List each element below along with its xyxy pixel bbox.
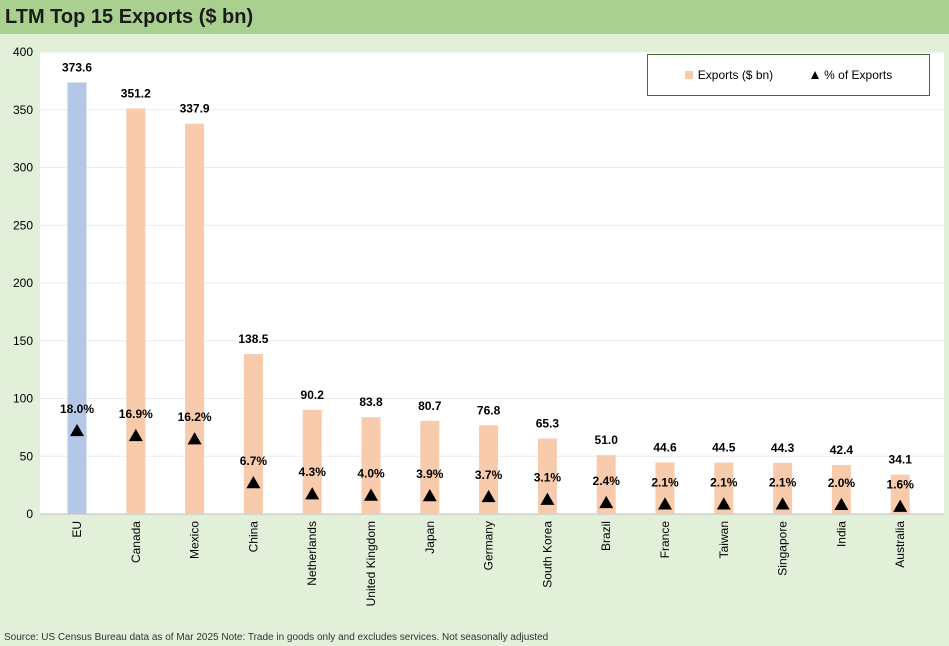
percent-marker — [481, 489, 496, 503]
bar — [420, 420, 440, 514]
percent-marker — [658, 497, 672, 510]
legend: Exports ($ bn) % of Exports — [647, 54, 930, 96]
bar-value-label: 373.6 — [62, 60, 92, 74]
y-tick-label: 50 — [20, 449, 34, 463]
percent-marker — [364, 488, 378, 501]
bar-value-label: 83.8 — [359, 395, 383, 409]
bar — [243, 354, 263, 514]
bar — [361, 417, 381, 514]
chart-title: LTM Top 15 Exports ($ bn) — [5, 6, 254, 28]
x-tick-label: Japan — [423, 521, 437, 554]
x-tick-label: India — [834, 521, 848, 547]
x-tick-label: China — [246, 521, 260, 553]
y-tick-label: 350 — [13, 103, 33, 117]
x-tick-label: Netherlands — [305, 521, 319, 586]
percent-label: 4.0% — [357, 467, 385, 481]
bar — [67, 82, 87, 514]
percent-label: 16.9% — [119, 407, 153, 421]
x-tick-label: France — [658, 521, 672, 559]
bar-value-label: 51.0 — [595, 433, 619, 447]
bar-value-label: 76.8 — [477, 403, 501, 417]
x-tick-label: United Kingdom — [364, 521, 378, 606]
bar — [479, 425, 499, 514]
bar — [714, 462, 734, 514]
bar — [773, 462, 793, 514]
percent-label: 4.3% — [299, 465, 327, 479]
legend-triangle-icon — [811, 71, 820, 79]
bar — [302, 409, 322, 514]
bar-value-label: 42.4 — [830, 443, 854, 457]
percent-label: 2.4% — [593, 474, 621, 488]
bar — [655, 462, 675, 514]
bar-value-label: 337.9 — [180, 102, 210, 116]
percent-label: 3.7% — [475, 468, 503, 482]
legend-label-percent: % of Exports — [824, 68, 893, 82]
percent-label: 2.1% — [769, 475, 797, 489]
bar — [890, 474, 910, 514]
percent-label: 2.0% — [828, 476, 856, 490]
bar-value-label: 80.7 — [418, 399, 442, 413]
y-tick-label: 400 — [13, 45, 33, 59]
percent-marker — [422, 488, 437, 502]
percent-marker — [70, 423, 84, 437]
legend-bar-swatch-icon — [684, 71, 693, 79]
percent-marker — [540, 492, 555, 505]
y-tick-label: 150 — [13, 334, 33, 348]
bar-value-label: 138.5 — [238, 332, 268, 346]
x-tick-label: Australia — [893, 521, 907, 568]
bar-value-label: 90.2 — [301, 388, 325, 402]
y-tick-label: 250 — [13, 218, 33, 232]
x-tick-label: Germany — [482, 521, 496, 570]
percent-marker — [128, 428, 143, 442]
legend-label-exports: Exports ($ bn) — [697, 68, 774, 82]
y-tick-label: 200 — [13, 276, 33, 290]
bar — [596, 455, 616, 514]
x-tick-label: EU — [70, 521, 84, 538]
bar-value-label: 34.1 — [889, 453, 913, 467]
bar — [126, 108, 146, 514]
percent-marker — [187, 432, 202, 445]
bar-value-label: 44.6 — [653, 440, 677, 454]
x-tick-label: South Korea — [540, 521, 554, 588]
bar-value-label: 44.5 — [712, 441, 736, 455]
percent-label: 3.1% — [534, 471, 562, 485]
legend-item-exports: Exports ($ bn) — [684, 68, 774, 82]
percent-marker — [775, 497, 790, 510]
bar-value-label: 351.2 — [121, 86, 151, 100]
percent-label: 2.1% — [710, 475, 738, 489]
percent-marker — [246, 476, 261, 489]
percent-label: 1.6% — [887, 478, 915, 492]
bar — [537, 438, 557, 514]
bar-value-label: 65.3 — [536, 417, 560, 431]
x-tick-label: Canada — [129, 521, 143, 563]
x-tick-label: Taiwan — [717, 521, 731, 558]
percent-marker — [834, 497, 849, 511]
legend-item-percent: % of Exports — [811, 68, 892, 82]
percent-label: 3.9% — [416, 467, 444, 481]
y-tick-label: 300 — [13, 161, 33, 175]
title-bar: LTM Top 15 Exports ($ bn) — [0, 0, 949, 34]
y-tick-label: 0 — [26, 507, 33, 521]
x-tick-label: Singapore — [776, 521, 790, 576]
percent-marker — [716, 497, 731, 510]
bar — [831, 465, 851, 514]
percent-marker — [599, 495, 614, 509]
bar-value-label: 44.3 — [771, 441, 795, 455]
percent-label: 18.0% — [60, 402, 94, 416]
x-tick-label: Brazil — [599, 521, 613, 551]
percent-label: 6.7% — [240, 454, 268, 468]
y-tick-label: 100 — [13, 392, 33, 406]
percent-label: 2.1% — [651, 475, 679, 489]
percent-marker — [305, 487, 320, 500]
bar — [185, 123, 205, 515]
source-note: Source: US Census Bureau data as of Mar … — [4, 632, 549, 643]
x-tick-label: Mexico — [188, 521, 202, 559]
percent-label: 16.2% — [178, 410, 212, 424]
percent-marker — [893, 499, 908, 512]
